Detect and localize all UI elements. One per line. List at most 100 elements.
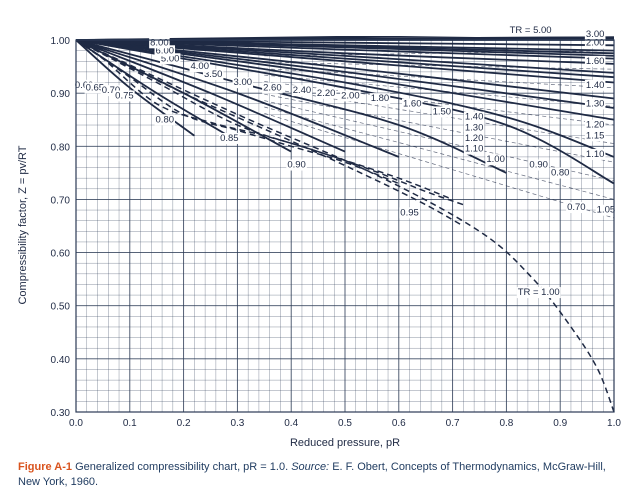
isotherm-line xyxy=(76,39,400,158)
curve-label: 3.00 xyxy=(586,29,605,40)
curve-label-background xyxy=(286,159,307,171)
curve-label-background xyxy=(202,69,224,81)
curve-label: 0.70 xyxy=(102,85,121,96)
curve-label: 1.30 xyxy=(586,98,605,109)
isotherm-line xyxy=(76,39,507,174)
reduced-volume-line xyxy=(264,61,615,70)
curve-label: 0.65 xyxy=(86,82,105,93)
x-axis-label: Reduced pressure, pR xyxy=(290,437,400,449)
x-tick-label: 1.0 xyxy=(607,418,621,429)
curve-label: 0.80 xyxy=(156,114,175,125)
chart-curves xyxy=(76,36,615,412)
curve-label-background xyxy=(399,207,420,219)
curve-label-background xyxy=(549,167,571,179)
x-tick-label: 0.6 xyxy=(392,418,406,429)
curve-label-background xyxy=(340,90,361,102)
curve-label-background xyxy=(516,287,561,299)
curve-label-background xyxy=(463,132,485,144)
curve-label: 2.60 xyxy=(263,82,282,93)
isotherm-line xyxy=(76,39,615,100)
curve-label: 0.90 xyxy=(287,160,306,171)
caption-text: Generalized compressibility chart, pR = … xyxy=(75,461,289,473)
curve-label: 1.15 xyxy=(586,130,605,141)
curve-label: 3.50 xyxy=(204,69,223,80)
curve-label: 2.20 xyxy=(317,88,336,99)
curve-label-background xyxy=(100,85,122,97)
curve-label: 0.90 xyxy=(529,160,548,171)
curve-label-background xyxy=(528,159,549,171)
caption-source-label: Source: xyxy=(291,461,330,473)
curve-label-background xyxy=(73,79,95,91)
isotherm-line xyxy=(76,39,615,79)
curve-label: 2.00 xyxy=(341,90,360,101)
curve-label-background xyxy=(584,28,606,40)
curve-label-background xyxy=(154,114,176,126)
curve-label: 0.95 xyxy=(400,207,419,218)
curve-label: 0.70 xyxy=(567,202,586,213)
y-tick-label: 0.70 xyxy=(51,195,71,206)
curve-label-background xyxy=(369,93,391,105)
x-tick-label: 0.5 xyxy=(338,418,352,429)
curve-label-background xyxy=(219,132,240,144)
curve-label-background xyxy=(84,82,106,94)
curve-label-background xyxy=(584,55,606,67)
curve-label-background xyxy=(262,82,283,94)
figure-caption: Figure A-1 Generalized compressibility c… xyxy=(18,460,618,490)
curve-label-background xyxy=(584,119,606,131)
isotherm-line xyxy=(76,39,615,57)
curve-label: 1.30 xyxy=(465,122,484,133)
curve-label-background xyxy=(566,202,587,214)
curve-label: 1.00 xyxy=(486,154,505,165)
isotherm-line xyxy=(76,39,615,109)
chart-axes: 0.0 0.1 0.2 0.3 0.4 0.5 0.6 0.7 0.8 0.9 1.0 0.30 0.4… xyxy=(51,36,622,429)
isotherm-line xyxy=(76,39,346,153)
x-tick-label: 0.7 xyxy=(446,418,460,429)
curve-label: 1.10 xyxy=(586,149,605,160)
curve-label-background xyxy=(149,37,170,49)
y-tick-label: 0.80 xyxy=(51,142,71,153)
curve-label-background xyxy=(232,77,254,89)
curve-label-background xyxy=(485,154,506,166)
curve-label-background xyxy=(154,45,176,57)
curve-label-background xyxy=(315,87,337,99)
curve-label: 4.00 xyxy=(190,61,209,72)
curve-label: 2.40 xyxy=(293,85,312,96)
curve-label: 2.00 xyxy=(586,37,605,48)
curve-label: 8.00 xyxy=(150,37,169,48)
curve-label-background xyxy=(402,98,423,110)
x-tick-label: 0.0 xyxy=(69,418,83,429)
x-tick-label: 0.2 xyxy=(177,418,191,429)
x-tick-label: 0.1 xyxy=(123,418,137,429)
curve-label-background xyxy=(463,122,485,134)
dashed-isotherm-line xyxy=(76,39,453,201)
caption-source-text: E. F. Obert, Concepts of Thermodynamics,… xyxy=(18,461,606,488)
reduced-volume-line xyxy=(264,50,615,57)
dashed-isotherm-line xyxy=(76,39,615,412)
dashed-isotherm-line xyxy=(76,39,464,227)
y-tick-label: 0.60 xyxy=(51,249,71,260)
plot-frame xyxy=(75,39,615,413)
curve-label: TR = 1.00 xyxy=(518,287,560,298)
curve-label-background xyxy=(584,98,606,110)
curve-label: 6.00 xyxy=(156,45,175,56)
curve-label: 5.00 xyxy=(161,53,180,64)
curve-label: 1.60 xyxy=(586,56,605,67)
curve-label: 1.40 xyxy=(465,112,484,123)
y-tick-label: 0.50 xyxy=(51,302,71,313)
curve-label-background xyxy=(463,143,485,155)
caption-lead: Figure A-1 xyxy=(18,461,72,473)
curve-label-background xyxy=(114,90,135,102)
curve-label: 1.20 xyxy=(465,133,484,144)
curve-label-background xyxy=(584,79,606,91)
isotherm-line xyxy=(76,39,615,65)
curve-label-background xyxy=(595,204,617,216)
curve-label: 1.60 xyxy=(403,98,422,109)
y-tick-label: 0.90 xyxy=(51,89,71,100)
curve-label: 1.20 xyxy=(586,120,605,131)
curve-label-background xyxy=(584,37,606,49)
reduced-volume-line xyxy=(264,74,615,107)
y-tick-label: 0.30 xyxy=(51,408,71,419)
curve-label-background xyxy=(584,148,606,160)
curve-label-background xyxy=(291,85,313,97)
